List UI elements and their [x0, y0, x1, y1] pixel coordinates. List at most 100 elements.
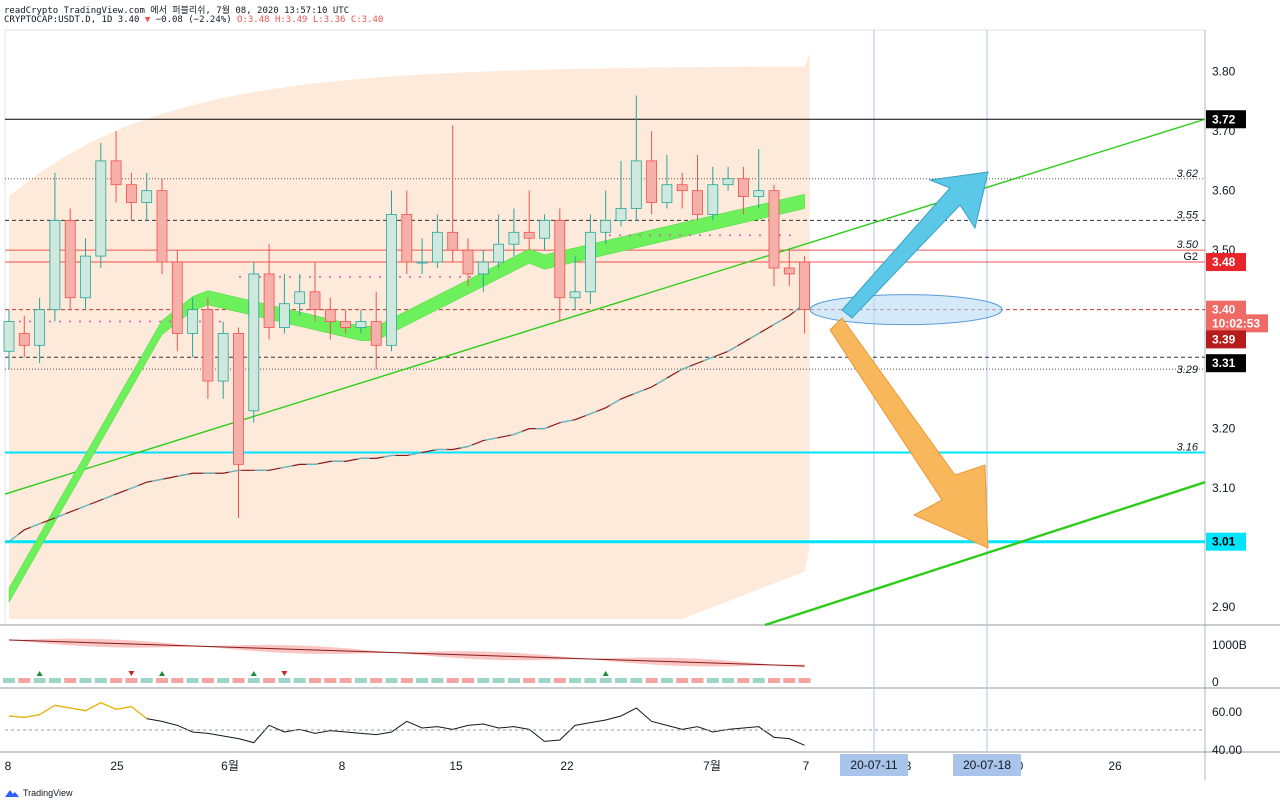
pivot-dot — [59, 320, 61, 323]
volume-bar — [48, 678, 61, 683]
price-axis-tick: 3.10 — [1212, 481, 1236, 495]
candle — [233, 327, 244, 518]
candle-body — [171, 261, 183, 334]
candle-body — [156, 190, 168, 263]
candle — [539, 214, 550, 251]
candle — [386, 190, 397, 352]
volume-bar — [477, 678, 490, 683]
price-badge-label: 3.39 — [1212, 332, 1236, 346]
candle — [3, 309, 15, 370]
volume-bar — [416, 678, 429, 683]
price-badge-label: 10:02:53 — [1212, 316, 1260, 330]
candle-body — [753, 190, 765, 197]
time-axis-tick: 25 — [110, 759, 124, 773]
price-axis-tick: 2.90 — [1212, 600, 1236, 614]
sell-signal-icon — [281, 671, 288, 676]
pivot-dot — [789, 234, 791, 237]
volume-bar — [309, 678, 321, 683]
candle — [217, 321, 229, 399]
pivot-dot — [449, 275, 451, 278]
volume-bar — [584, 678, 597, 683]
price-badge-label: 3.40 — [1212, 303, 1236, 317]
candle — [722, 166, 734, 191]
candle-body — [386, 214, 397, 346]
pivot-dot — [629, 234, 631, 237]
candle — [248, 262, 260, 423]
candle — [768, 184, 780, 286]
pivot-dot — [729, 234, 731, 237]
price-axis-tick: 3.60 — [1212, 184, 1236, 198]
candle-body — [233, 333, 244, 465]
price-badge-label: 3.01 — [1212, 535, 1236, 549]
brand-label: TradingView — [23, 788, 73, 798]
candle-body — [722, 178, 734, 186]
price-badge: 3.01 — [1206, 532, 1246, 551]
candle — [355, 309, 367, 334]
volume-bar — [293, 678, 306, 683]
pivot-dot — [219, 320, 221, 323]
rising-trendline-lower — [764, 481, 1206, 627]
candle-body — [278, 303, 290, 328]
price-badge-bg — [1206, 330, 1246, 349]
volume-bar — [676, 678, 689, 683]
candle-body — [447, 231, 459, 251]
pivot-dot — [169, 320, 171, 323]
volume-bar — [660, 678, 673, 683]
pivot-dot — [99, 320, 101, 323]
volume-bar — [171, 678, 184, 683]
candle-body — [3, 321, 15, 352]
candle-body — [508, 231, 520, 245]
candle-body — [585, 231, 596, 293]
pivot-dot — [719, 234, 721, 237]
volume-bar — [462, 678, 474, 683]
volume-bar — [232, 678, 245, 683]
volume-bar — [201, 678, 214, 683]
volume-bar — [507, 678, 520, 683]
rising-trendline-upper — [4, 118, 1206, 495]
candle-body — [141, 190, 153, 203]
pivot-dot — [609, 234, 611, 237]
symbol-info: CRYPTOCAP:USDT.D, 1D 3.40 ▼ −0.08 (−2.24… — [4, 15, 383, 25]
candle — [34, 297, 45, 364]
pivot-dot — [239, 275, 241, 278]
candle-body — [401, 214, 413, 263]
candle — [156, 178, 168, 274]
candle — [278, 273, 290, 334]
candle-body — [340, 321, 352, 328]
buy-signal-icon — [159, 671, 165, 676]
volume-axis-tick: 1000B — [1212, 638, 1247, 652]
candle-body — [80, 255, 91, 299]
time-axis-tick: 15 — [449, 759, 463, 773]
volume-bar — [752, 678, 765, 683]
pivot-dot — [419, 275, 421, 278]
volume-bar — [339, 678, 352, 683]
candle-body — [64, 219, 76, 299]
volume-bar — [630, 678, 643, 683]
pivot-dot — [469, 275, 471, 278]
candle — [324, 297, 336, 340]
candle — [799, 256, 810, 334]
volume-bar — [492, 678, 505, 683]
candle — [630, 95, 642, 221]
candle-body — [431, 231, 443, 263]
tradingview-brand[interactable]: TradingView — [4, 788, 73, 798]
candle-body — [49, 219, 61, 311]
pivot-dot — [779, 234, 781, 237]
candle-body — [477, 261, 489, 275]
pivot-dot — [159, 320, 161, 323]
volume-bar — [140, 678, 153, 683]
pivot-dot — [129, 320, 131, 323]
pivot-dot — [359, 275, 361, 278]
price-badge-bg — [1206, 253, 1246, 272]
oscillator-axis-tick: 60.00 — [1212, 705, 1242, 719]
pivot-dot — [339, 275, 341, 278]
price-badge-bg — [1206, 300, 1246, 319]
pivot-dot — [759, 234, 761, 237]
candle — [676, 172, 688, 209]
candle-body — [263, 273, 275, 328]
candle-body — [248, 273, 260, 412]
price-badge-label: 3.31 — [1212, 356, 1236, 370]
date-badge-label: 20-07-18 — [963, 758, 1011, 772]
